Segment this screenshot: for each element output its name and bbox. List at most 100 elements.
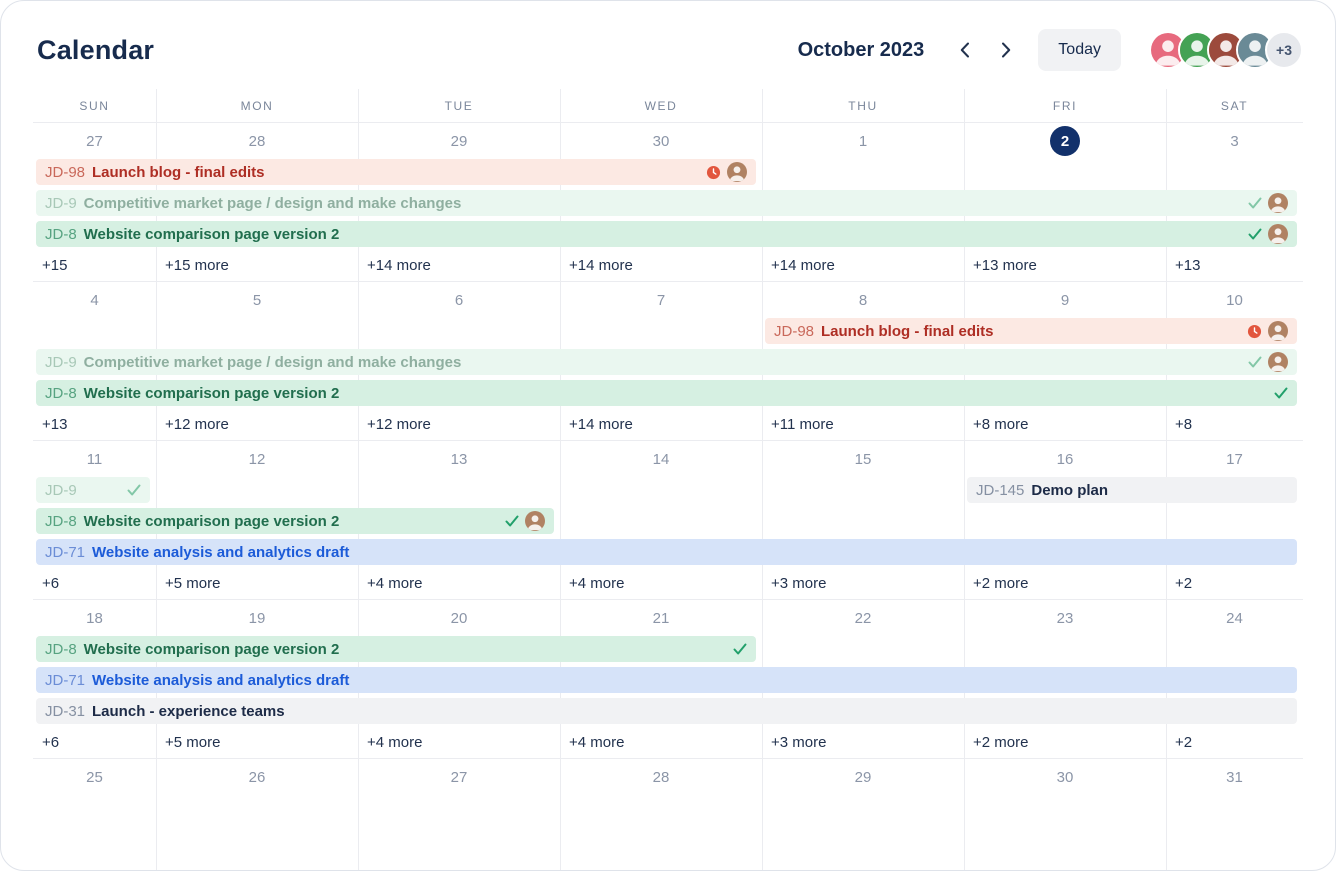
day-cell[interactable]: 1 xyxy=(762,123,964,157)
more-events-link[interactable]: +2 xyxy=(1175,575,1193,592)
day-cell[interactable]: 17 xyxy=(1166,441,1303,475)
more-events-link[interactable]: +11 more xyxy=(771,416,834,433)
day-cell[interactable]: 3 xyxy=(1166,123,1303,157)
more-events-link[interactable]: +2 more xyxy=(973,734,1029,751)
day-cell[interactable]: 21 xyxy=(560,600,762,634)
day-cell[interactable]: 31 xyxy=(1166,759,1303,793)
day-cell[interactable]: 8 xyxy=(762,282,964,316)
prev-month-button[interactable] xyxy=(946,32,982,68)
avatar-stack: +3 xyxy=(1149,31,1303,69)
more-events-link[interactable]: +3 more xyxy=(771,575,827,592)
avatar-user-3[interactable] xyxy=(1207,31,1245,69)
day-cell[interactable]: 20 xyxy=(358,600,560,634)
day-cell[interactable]: 28 xyxy=(156,123,358,157)
day-cell[interactable]: 22 xyxy=(762,600,964,634)
more-events-link[interactable]: +13 xyxy=(42,416,68,433)
today-button[interactable]: Today xyxy=(1038,29,1121,71)
date-number: 17 xyxy=(1226,450,1243,468)
more-events-link[interactable]: +4 more xyxy=(569,575,625,592)
date-number: 14 xyxy=(652,450,670,468)
day-cell[interactable]: 29 xyxy=(358,123,560,157)
weekday-header: THU xyxy=(848,98,878,113)
day-cell[interactable]: 23 xyxy=(964,600,1166,634)
day-cell[interactable]: 14 xyxy=(560,441,762,475)
check-icon xyxy=(127,484,141,496)
avatar-overflow[interactable]: +3 xyxy=(1265,31,1303,69)
event-key: JD-145 xyxy=(976,481,1025,499)
more-events-link[interactable]: +8 xyxy=(1175,416,1193,433)
event-key: JD-98 xyxy=(774,322,815,340)
day-cell[interactable]: 7 xyxy=(560,282,762,316)
more-events-link[interactable]: +15 more xyxy=(165,257,229,274)
event-jd-9[interactable]: JD-9 Competitive market page / design and… xyxy=(36,190,1297,216)
event-jd-71[interactable]: JD-71 Website analysis and analytics draf… xyxy=(36,667,1297,693)
day-cell[interactable]: 19 xyxy=(156,600,358,634)
event-jd-8[interactable]: JD-8 Website comparison page version 2 xyxy=(36,636,756,662)
more-events-link[interactable]: +4 more xyxy=(367,734,423,751)
more-events-link[interactable]: +12 more xyxy=(165,416,229,433)
more-events-link[interactable]: +14 more xyxy=(771,257,835,274)
event-jd-8[interactable]: JD-8 Website comparison page version 2 xyxy=(36,221,1297,247)
event-jd-9[interactable]: JD-9 xyxy=(36,477,150,503)
event-jd-145[interactable]: JD-145 Demo plan xyxy=(967,477,1297,503)
more-events-link[interactable]: +6 xyxy=(42,734,60,751)
day-cell[interactable]: 2 xyxy=(964,123,1166,157)
day-cell[interactable]: 10 xyxy=(1166,282,1303,316)
day-cell[interactable]: 13 xyxy=(358,441,560,475)
more-events-link[interactable]: +4 more xyxy=(367,575,423,592)
day-cell[interactable]: 4 xyxy=(33,282,156,316)
more-events-link[interactable]: +13 xyxy=(1175,257,1201,274)
event-jd-31[interactable]: JD-31 Launch - experience teams xyxy=(36,698,1297,724)
more-events-link[interactable]: +15 xyxy=(42,257,68,274)
event-jd-98[interactable]: JD-98 Launch blog - final edits xyxy=(765,318,1297,344)
more-events-link[interactable]: +2 xyxy=(1175,734,1193,751)
day-cell[interactable]: 6 xyxy=(358,282,560,316)
avatar-user-2[interactable] xyxy=(1178,31,1216,69)
day-cell[interactable]: 16 xyxy=(964,441,1166,475)
more-events-link[interactable]: +8 more xyxy=(973,416,1029,433)
event-jd-98[interactable]: JD-98 Launch blog - final edits xyxy=(36,159,756,185)
more-events-link[interactable]: +2 more xyxy=(973,575,1029,592)
assignee-avatar xyxy=(1268,321,1288,341)
more-events-link[interactable]: +14 more xyxy=(367,257,431,274)
weekday-header: MON xyxy=(240,98,274,113)
day-cell[interactable]: 5 xyxy=(156,282,358,316)
more-events-link[interactable]: +5 more xyxy=(165,734,221,751)
calendar-grid: SUN MON TUE WED THU FRI SAT 27 28 29 30 1 2 3 JD-98 La… xyxy=(33,89,1303,870)
date-number: 23 xyxy=(1056,609,1074,627)
event-trailing-icons xyxy=(127,484,141,496)
next-month-button[interactable] xyxy=(988,32,1024,68)
more-events-link[interactable]: +14 more xyxy=(569,416,633,433)
weekday-header-row: SUN MON TUE WED THU FRI SAT xyxy=(33,89,1303,123)
date-number: 6 xyxy=(454,291,464,309)
day-cell[interactable]: 25 xyxy=(33,759,156,793)
day-cell[interactable]: 18 xyxy=(33,600,156,634)
day-cell[interactable]: 15 xyxy=(762,441,964,475)
event-jd-71[interactable]: JD-71 Website analysis and analytics draf… xyxy=(36,539,1297,565)
event-jd-8[interactable]: JD-8 Website comparison page version 2 xyxy=(36,380,1297,406)
weekday-header: SUN xyxy=(79,98,110,113)
day-cell[interactable]: 28 xyxy=(560,759,762,793)
more-events-link[interactable]: +5 more xyxy=(165,575,221,592)
day-cell[interactable]: 30 xyxy=(560,123,762,157)
event-trailing-icons xyxy=(706,162,747,182)
day-cell[interactable]: 27 xyxy=(358,759,560,793)
day-cell[interactable]: 29 xyxy=(762,759,964,793)
day-cell[interactable]: 11 xyxy=(33,441,156,475)
event-jd-9[interactable]: JD-9 Competitive market page / design and… xyxy=(36,349,1297,375)
day-cell[interactable]: 30 xyxy=(964,759,1166,793)
page-title: Calendar xyxy=(37,34,155,65)
more-events-link[interactable]: +4 more xyxy=(569,734,625,751)
day-cell[interactable]: 27 xyxy=(33,123,156,157)
day-cell[interactable]: 9 xyxy=(964,282,1166,316)
event-title: Demo plan xyxy=(1031,481,1109,499)
day-cell[interactable]: 26 xyxy=(156,759,358,793)
more-events-link[interactable]: +14 more xyxy=(569,257,633,274)
day-cell[interactable]: 12 xyxy=(156,441,358,475)
more-events-link[interactable]: +13 more xyxy=(973,257,1037,274)
day-cell[interactable]: 24 xyxy=(1166,600,1303,634)
more-events-link[interactable]: +12 more xyxy=(367,416,431,433)
more-events-link[interactable]: +3 more xyxy=(771,734,827,751)
more-events-link[interactable]: +6 xyxy=(42,575,60,592)
event-jd-8[interactable]: JD-8 Website comparison page version 2 xyxy=(36,508,554,534)
